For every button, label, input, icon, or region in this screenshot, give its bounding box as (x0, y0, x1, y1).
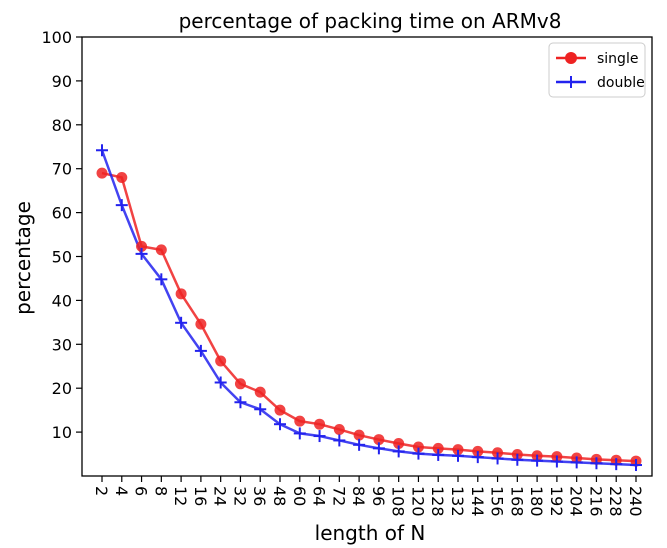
x-tick-label: 204 (567, 486, 586, 517)
data-point-single (136, 240, 148, 252)
data-point-single (116, 171, 128, 183)
data-point-single (254, 386, 266, 398)
data-point-single (412, 441, 424, 453)
x-tick-label: 4 (112, 486, 131, 496)
x-tick-label: 128 (428, 486, 447, 517)
legend-label-single: single (597, 51, 638, 67)
data-point-double (432, 448, 445, 461)
series-line-double (100, 149, 637, 467)
x-tick-label: 216 (586, 486, 605, 517)
legend: single double (548, 42, 646, 98)
x-tick-label: 156 (488, 486, 507, 517)
data-point-single (195, 318, 207, 330)
data-point-double (155, 273, 168, 286)
x-tick-label: 96 (369, 486, 388, 506)
x-tick-label: 2 (92, 486, 111, 496)
plot-frame (81, 36, 653, 477)
data-point-double (175, 316, 188, 329)
x-tick-label: 12 (171, 486, 190, 506)
y-axis: 10 20 30 40 50 60 70 80 90 100 (41, 28, 82, 442)
x-tick-label: 168 (507, 486, 526, 517)
y-tick-label: 50 (52, 248, 72, 267)
x-tick-label: 8 (151, 486, 170, 496)
data-point-double (392, 445, 405, 458)
data-point-double (630, 459, 642, 472)
legend-label-double: double (597, 75, 645, 91)
x-tick-label: 84 (349, 486, 368, 506)
data-point-double (531, 454, 544, 467)
data-point-single (314, 418, 326, 430)
chart-title: percentage of packing time on ARMv8 (179, 9, 562, 33)
x-tick-label: 120 (408, 486, 427, 517)
y-tick-label: 20 (52, 379, 72, 398)
x-tick-label: 6 (132, 486, 151, 496)
data-point-double (610, 458, 623, 471)
y-tick-label: 60 (52, 204, 72, 223)
data-point-single (373, 434, 385, 446)
x-tick-label: 144 (468, 486, 487, 517)
data-point-single (175, 288, 187, 300)
data-point-double (590, 457, 603, 470)
y-tick-label: 10 (52, 423, 72, 442)
x-tick-label: 24 (211, 486, 230, 506)
x-tick-label: 60 (290, 486, 309, 506)
data-point-single (452, 444, 464, 456)
y-tick-label: 70 (52, 160, 72, 179)
series-line-single (101, 171, 637, 463)
data-point-double (135, 247, 148, 260)
x-tick-label: 64 (310, 486, 329, 506)
data-point-double (471, 451, 484, 464)
data-point-single (215, 355, 227, 367)
x-tick-label: 32 (230, 486, 249, 506)
x-tick-label: 240 (626, 486, 645, 517)
legend-single-marker (565, 52, 577, 64)
data-point-double (214, 376, 227, 389)
data-point-single (393, 438, 405, 450)
data-point-single (353, 429, 365, 441)
x-tick-label: 132 (448, 486, 467, 517)
data-point-double (333, 434, 346, 447)
x-tick-label: 228 (606, 486, 625, 517)
x-axis-label: length of N (315, 521, 426, 545)
x-tick-label: 72 (329, 486, 348, 506)
data-point-single (274, 404, 286, 416)
data-point-single (294, 415, 306, 427)
x-tick-label: 16 (191, 486, 210, 506)
x-tick-label: 108 (389, 486, 408, 517)
x-tick-label: 36 (250, 486, 269, 506)
data-point-double (491, 452, 504, 465)
data-point-double (511, 453, 524, 466)
data-point-double (115, 199, 128, 212)
y-tick-label: 80 (52, 116, 72, 135)
data-point-double (293, 427, 306, 440)
data-point-double (550, 455, 563, 468)
data-point-single (432, 442, 444, 454)
x-axis: 2 4 6 8 12 16 24 32 36 48 60 64 72 84 96 108 120 128 132 14… (92, 476, 645, 517)
data-point-double (313, 430, 326, 443)
data-point-double (570, 456, 583, 469)
data-point-single (333, 423, 345, 435)
x-tick-label: 180 (527, 486, 546, 517)
y-tick-label: 100 (41, 28, 72, 47)
x-tick-label: 48 (270, 486, 289, 506)
x-tick-label: 192 (547, 486, 566, 517)
data-point-double (254, 403, 267, 416)
data-point-single (96, 167, 108, 179)
data-point-double (412, 447, 425, 460)
series-layer (96, 144, 642, 472)
data-point-double (372, 442, 385, 455)
y-tick-label: 40 (52, 291, 72, 310)
y-tick-label: 30 (52, 335, 72, 354)
data-point-single (155, 244, 167, 256)
data-point-single (234, 378, 246, 390)
data-point-double (274, 418, 286, 431)
y-tick-label: 90 (52, 72, 72, 91)
data-point-double (194, 344, 207, 357)
data-point-double (353, 438, 366, 451)
data-point-double (96, 144, 108, 157)
data-point-double (452, 449, 464, 462)
data-point-double (234, 396, 247, 409)
y-axis-label: percentage (11, 201, 35, 315)
